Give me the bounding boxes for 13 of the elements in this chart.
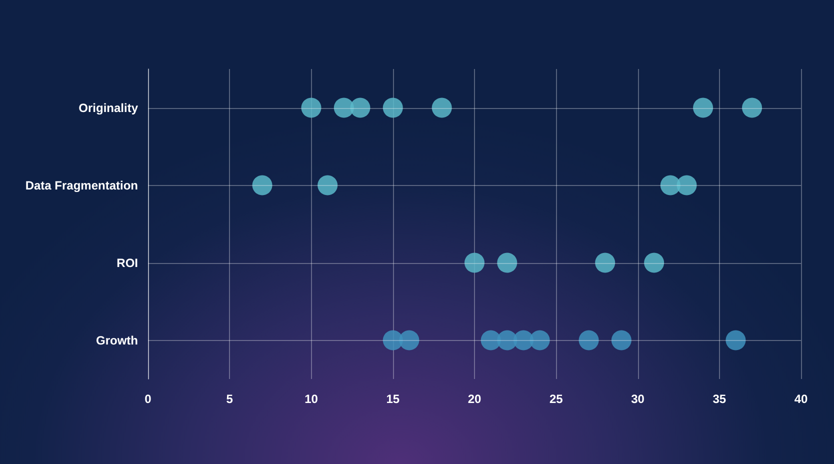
x-tick-label: 10	[304, 392, 318, 406]
y-tick-label: Originality	[78, 100, 138, 115]
x-tick-label: 40	[794, 392, 808, 406]
x-tick-label: 15	[386, 392, 400, 406]
x-tick-label: 5	[226, 392, 234, 406]
y-tick-label: ROI	[116, 256, 138, 270]
x-tick-label: 20	[468, 392, 482, 406]
x-tick-label: 25	[549, 392, 564, 406]
y-tick-label: Data Fragmentation	[25, 178, 138, 192]
x-tick-label: 0	[144, 392, 152, 406]
y-tick-label: Growth	[96, 333, 138, 348]
x-tick-label: 30	[631, 392, 645, 406]
x-tick-label: 35	[712, 392, 726, 406]
